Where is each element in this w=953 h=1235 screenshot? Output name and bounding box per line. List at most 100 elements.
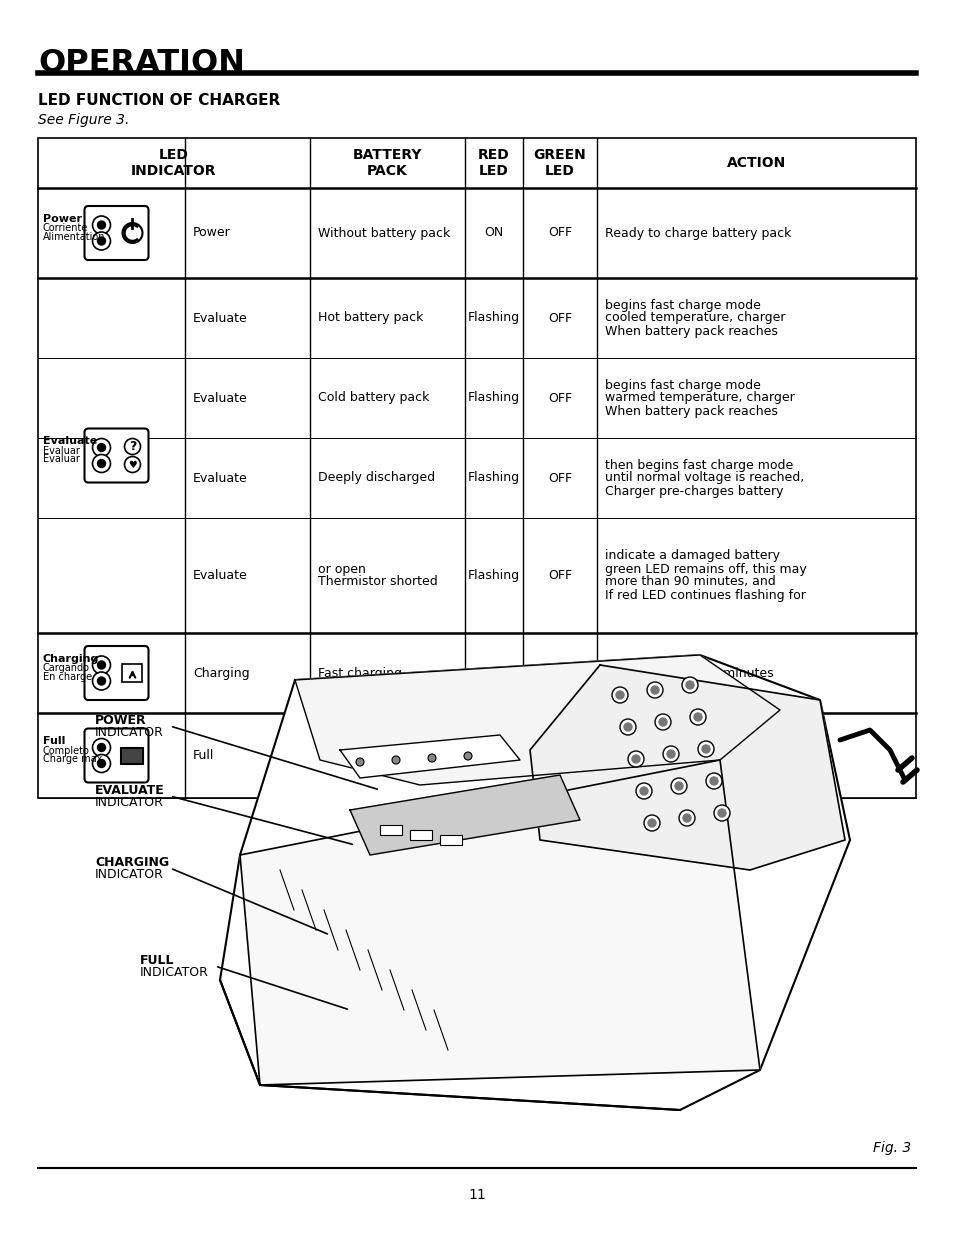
Text: OFF: OFF <box>547 569 572 582</box>
Bar <box>410 830 432 840</box>
Text: POWER: POWER <box>95 714 147 726</box>
Circle shape <box>92 232 111 249</box>
Circle shape <box>705 773 721 789</box>
Circle shape <box>639 787 647 795</box>
Text: then begins fast charge mode: then begins fast charge mode <box>604 458 792 472</box>
Circle shape <box>392 756 399 764</box>
Text: EVALUATE: EVALUATE <box>95 783 165 797</box>
Circle shape <box>97 760 106 767</box>
Circle shape <box>681 677 698 693</box>
Circle shape <box>463 752 472 760</box>
Circle shape <box>92 216 111 233</box>
Text: Evaluate: Evaluate <box>43 436 97 447</box>
FancyBboxPatch shape <box>85 429 149 483</box>
Text: When battery pack reaches: When battery pack reaches <box>604 325 777 337</box>
Text: OFF: OFF <box>547 226 572 240</box>
Circle shape <box>97 237 106 245</box>
Circle shape <box>631 755 639 763</box>
Circle shape <box>627 751 643 767</box>
Circle shape <box>125 438 140 454</box>
Bar <box>38 138 915 798</box>
Circle shape <box>670 778 686 794</box>
Text: ♥: ♥ <box>128 459 136 469</box>
Circle shape <box>647 819 656 827</box>
Text: Evaluar: Evaluar <box>43 454 80 464</box>
Circle shape <box>92 656 111 674</box>
Text: until normal voltage is reached,: until normal voltage is reached, <box>604 472 803 484</box>
Circle shape <box>643 815 659 831</box>
Text: begins fast charge mode: begins fast charge mode <box>604 378 760 391</box>
Text: more than 90 minutes, and: more than 90 minutes, and <box>604 576 775 589</box>
Circle shape <box>636 783 651 799</box>
Polygon shape <box>294 655 780 785</box>
Text: Evaluate: Evaluate <box>193 391 248 405</box>
Circle shape <box>685 680 693 689</box>
Circle shape <box>97 661 106 669</box>
Text: ACTION: ACTION <box>726 156 785 170</box>
Circle shape <box>693 713 701 721</box>
Circle shape <box>675 782 682 790</box>
Text: Without battery pack: Without battery pack <box>317 226 450 240</box>
Polygon shape <box>240 760 760 1086</box>
Text: Flashing: Flashing <box>534 667 585 679</box>
Bar <box>121 747 143 763</box>
Circle shape <box>679 810 695 826</box>
Text: Slow charging: Slow charging <box>317 748 406 762</box>
Text: ON: ON <box>484 226 503 240</box>
Text: Corriente: Corriente <box>43 224 89 233</box>
Text: When battery pack reaches: When battery pack reaches <box>604 405 777 417</box>
Text: OFF: OFF <box>481 748 505 762</box>
Circle shape <box>125 457 140 473</box>
Text: CHARGING: CHARGING <box>95 856 169 868</box>
Text: Fast charges in 20 minutes: Fast charges in 20 minutes <box>604 667 773 679</box>
Text: If red LED continues flashing for: If red LED continues flashing for <box>604 589 805 601</box>
Text: OFF: OFF <box>547 311 572 325</box>
Text: See Figure 3.: See Figure 3. <box>38 112 130 127</box>
Circle shape <box>97 677 106 685</box>
Circle shape <box>355 758 364 766</box>
Polygon shape <box>339 735 519 778</box>
Text: Flashing: Flashing <box>468 569 519 582</box>
Text: Evaluate: Evaluate <box>193 472 248 484</box>
FancyBboxPatch shape <box>85 646 149 700</box>
Bar <box>379 825 401 835</box>
Text: Evaluate: Evaluate <box>193 569 248 582</box>
Text: Completo: Completo <box>43 746 90 756</box>
Bar <box>439 835 461 845</box>
Circle shape <box>612 687 627 703</box>
Circle shape <box>659 718 666 726</box>
Text: Charger maintains charge mode.: Charger maintains charge mode. <box>604 742 811 756</box>
Circle shape <box>718 809 725 818</box>
Text: Fig. 3: Fig. 3 <box>872 1141 910 1155</box>
Circle shape <box>92 739 111 757</box>
Circle shape <box>619 719 636 735</box>
Text: Thermistor shorted: Thermistor shorted <box>317 576 437 588</box>
Text: Evaluate: Evaluate <box>193 311 248 325</box>
Circle shape <box>92 438 111 457</box>
Text: Charge max.: Charge max. <box>43 755 105 764</box>
Text: LED FUNCTION OF CHARGER: LED FUNCTION OF CHARGER <box>38 93 280 107</box>
Circle shape <box>92 755 111 773</box>
Text: Hot battery pack: Hot battery pack <box>317 311 423 325</box>
Text: ON: ON <box>550 748 569 762</box>
Circle shape <box>655 714 670 730</box>
Circle shape <box>97 443 106 452</box>
Text: Flashing: Flashing <box>468 311 519 325</box>
Polygon shape <box>350 776 579 855</box>
Bar <box>122 664 142 682</box>
Text: warmed temperature, charger: warmed temperature, charger <box>604 391 794 405</box>
Text: Charging: Charging <box>193 667 250 679</box>
Text: Alimentation: Alimentation <box>43 232 106 242</box>
Text: begins fast charge mode: begins fast charge mode <box>604 299 760 311</box>
Circle shape <box>701 745 709 753</box>
Polygon shape <box>530 664 844 869</box>
Text: FULL: FULL <box>140 953 174 967</box>
Circle shape <box>97 743 106 752</box>
Circle shape <box>97 221 106 228</box>
Text: Full: Full <box>43 736 66 746</box>
Circle shape <box>97 459 106 468</box>
Text: ON: ON <box>484 667 503 679</box>
Polygon shape <box>220 655 849 1110</box>
Circle shape <box>623 722 631 731</box>
Text: Charging: Charging <box>43 655 99 664</box>
